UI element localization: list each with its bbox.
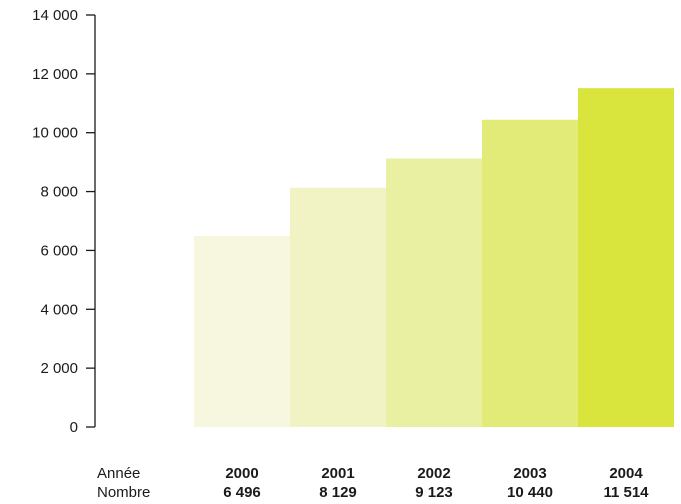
y-tick-label: 0: [70, 419, 78, 436]
y-tick-label: 6 000: [40, 242, 78, 259]
x-category-label: 2000: [225, 465, 258, 482]
data-table: Année Nombre 2000 6 496 2001 8 129 2002 9 123…: [97, 465, 649, 501]
x-category-label: 2002: [417, 465, 450, 482]
bars: [194, 88, 674, 428]
y-axis: 0 2 000 4 000 6 000 8 000 10 000 12 000 14 000: [32, 7, 96, 436]
y-tick-label: 4 000: [40, 301, 78, 318]
bar-2002: [386, 158, 482, 428]
bar-value-label: 11 514: [603, 484, 649, 501]
x-category-label: 2003: [513, 465, 546, 482]
y-tick-label: 10 000: [32, 125, 78, 142]
y-tick-label: 8 000: [40, 184, 78, 201]
bar-value-label: 6 496: [223, 484, 261, 501]
bar-value-label: 10 440: [507, 484, 553, 501]
y-tick-label: 12 000: [32, 66, 78, 83]
table-row-label-year: Année: [97, 465, 140, 482]
bar-2003: [482, 119, 578, 427]
bar-2000: [194, 235, 290, 427]
bar-2004: [578, 88, 674, 428]
x-category-label: 2001: [321, 465, 354, 482]
x-category-label: 2004: [609, 465, 643, 482]
y-tick-label: 2 000: [40, 360, 78, 377]
bar-value-label: 8 129: [319, 484, 357, 501]
y-tick-label: 14 000: [32, 7, 78, 24]
bar-2001: [290, 187, 386, 427]
bar-value-label: 9 123: [415, 484, 453, 501]
table-row-label-count: Nombre: [97, 484, 150, 501]
